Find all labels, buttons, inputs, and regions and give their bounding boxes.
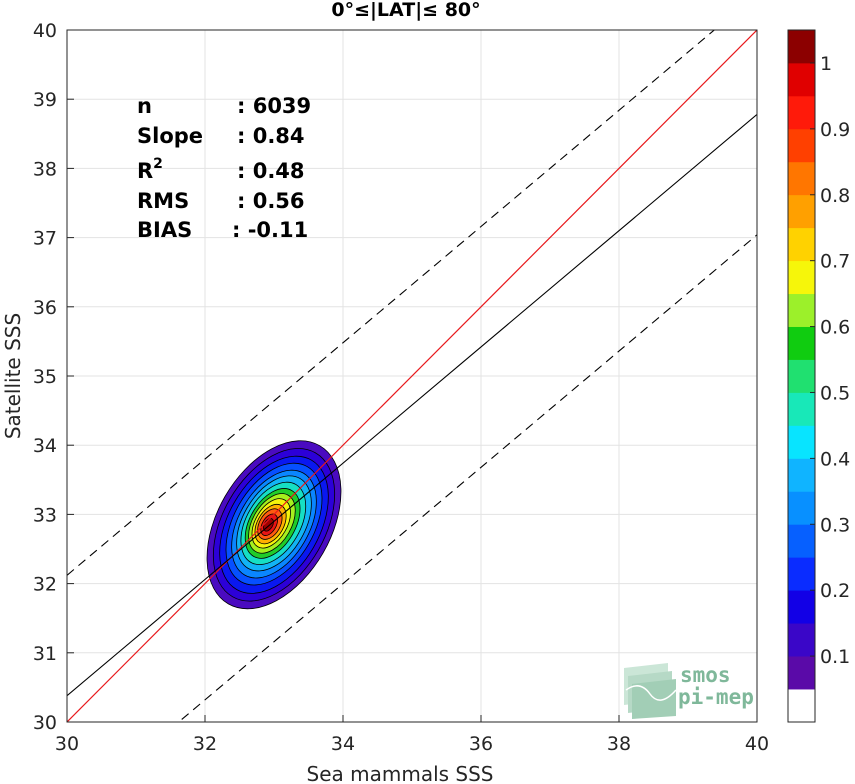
colorbar-segment bbox=[788, 62, 815, 97]
y-tick-label: 35 bbox=[33, 366, 57, 388]
y-tick-label: 38 bbox=[33, 158, 57, 180]
colorbar-ticks: 0.1 0.2 0.3 0.4 0.5 0.6 0.7 0.8 0.9 1 bbox=[810, 53, 850, 668]
colorbar-segment bbox=[788, 128, 815, 163]
y-tick-label: 37 bbox=[33, 228, 57, 250]
reference-lines bbox=[67, 30, 757, 722]
colorbar-tick-label: 0.1 bbox=[820, 646, 850, 668]
logo-text-pimep: pi-mep bbox=[678, 685, 754, 709]
stat-label: BIAS bbox=[137, 218, 192, 242]
y-tick-label: 33 bbox=[33, 504, 57, 526]
stat-value: : -0.11 bbox=[232, 218, 308, 242]
colorbar-tick-label: 0.3 bbox=[820, 514, 850, 536]
colorbar-segment bbox=[788, 458, 815, 492]
x-tick-label: 30 bbox=[55, 733, 79, 755]
y-axis-label: Satellite SSS bbox=[1, 313, 25, 439]
stat-label: R2 bbox=[137, 156, 163, 183]
colorbar-segment bbox=[788, 425, 815, 459]
stat-label: Slope bbox=[137, 124, 203, 148]
colorbar-tick-label: 0.7 bbox=[820, 251, 850, 273]
x-tick-label: 38 bbox=[607, 733, 631, 755]
y-tick-label: 40 bbox=[33, 20, 57, 42]
grid bbox=[67, 30, 757, 722]
colorbar-segment bbox=[788, 524, 815, 558]
stat-value: : 0.84 bbox=[237, 124, 305, 148]
stat-value: : 0.48 bbox=[237, 159, 305, 183]
colorbar-segment bbox=[788, 260, 815, 295]
colorbar-tick-label: 0.9 bbox=[820, 119, 850, 141]
chart-title: 0°≤|LAT|≤ 80° bbox=[331, 0, 480, 21]
y-tick-label: 39 bbox=[33, 89, 57, 111]
stat-value: : 0.56 bbox=[237, 189, 305, 213]
colorbar-segment bbox=[788, 194, 815, 229]
x-ticks: 30 32 34 36 38 40 bbox=[55, 715, 769, 755]
colorbar-tick-label: 0.4 bbox=[820, 448, 850, 470]
colorbar-segment bbox=[788, 689, 815, 723]
y-tick-label: 31 bbox=[33, 643, 57, 665]
colorbar-segment bbox=[788, 656, 815, 690]
smos-pi-mep-logo: smos pi-mep bbox=[624, 663, 754, 719]
x-tick-label: 40 bbox=[745, 733, 769, 755]
colorbar-tick-label: 0.2 bbox=[820, 580, 850, 602]
colorbar-segment bbox=[788, 30, 815, 64]
colorbar-tick-label: 0.6 bbox=[820, 317, 850, 339]
colorbar-segment bbox=[788, 95, 815, 130]
fit-line bbox=[67, 114, 757, 697]
x-tick-label: 34 bbox=[331, 733, 355, 755]
density-contours bbox=[206, 440, 342, 610]
colorbar-tick-label: 1 bbox=[820, 53, 832, 75]
x-tick-label: 36 bbox=[469, 733, 493, 755]
upper-band-line bbox=[67, 30, 716, 576]
colorbar-segment bbox=[788, 326, 815, 360]
colorbar-segment bbox=[788, 227, 815, 262]
colorbar-segment bbox=[788, 557, 815, 591]
colorbar bbox=[787, 29, 816, 723]
y-tick-label: 36 bbox=[33, 297, 57, 319]
stat-label: n bbox=[137, 94, 152, 118]
stat-superscript: 2 bbox=[153, 156, 163, 172]
colorbar-segment bbox=[788, 623, 815, 657]
colorbar-tick-label: 0.8 bbox=[820, 185, 850, 207]
x-tick-label: 32 bbox=[193, 733, 217, 755]
colorbar-segment bbox=[788, 293, 815, 327]
colorbar-segment bbox=[788, 359, 815, 393]
y-tick-label: 30 bbox=[33, 712, 57, 734]
colorbar-segment bbox=[788, 590, 815, 624]
y-tick-label: 32 bbox=[33, 574, 57, 596]
colorbar-segment bbox=[788, 491, 815, 525]
lower-band-line bbox=[177, 234, 757, 722]
y-tick-label: 34 bbox=[33, 435, 57, 457]
logo-text-smos: smos bbox=[680, 663, 731, 687]
identity-line bbox=[67, 30, 757, 722]
colorbar-frame bbox=[787, 29, 816, 723]
colorbar-tick-label: 0.5 bbox=[820, 382, 850, 404]
stats-box: n : 6039 Slope : 0.84 R2 : 0.48 RMS : 0.56 BIAS:… bbox=[137, 94, 311, 242]
x-axis-label: Sea mammals SSS bbox=[307, 762, 494, 784]
y-ticks: 30 31 32 33 34 35 36 37 38 39 40 bbox=[33, 20, 74, 734]
colorbar-segment bbox=[788, 392, 815, 426]
stat-value: : 6039 bbox=[237, 94, 311, 118]
logo-mark-icon bbox=[624, 663, 677, 719]
colorbar-segment bbox=[788, 161, 815, 196]
stat-label: RMS bbox=[137, 189, 189, 213]
